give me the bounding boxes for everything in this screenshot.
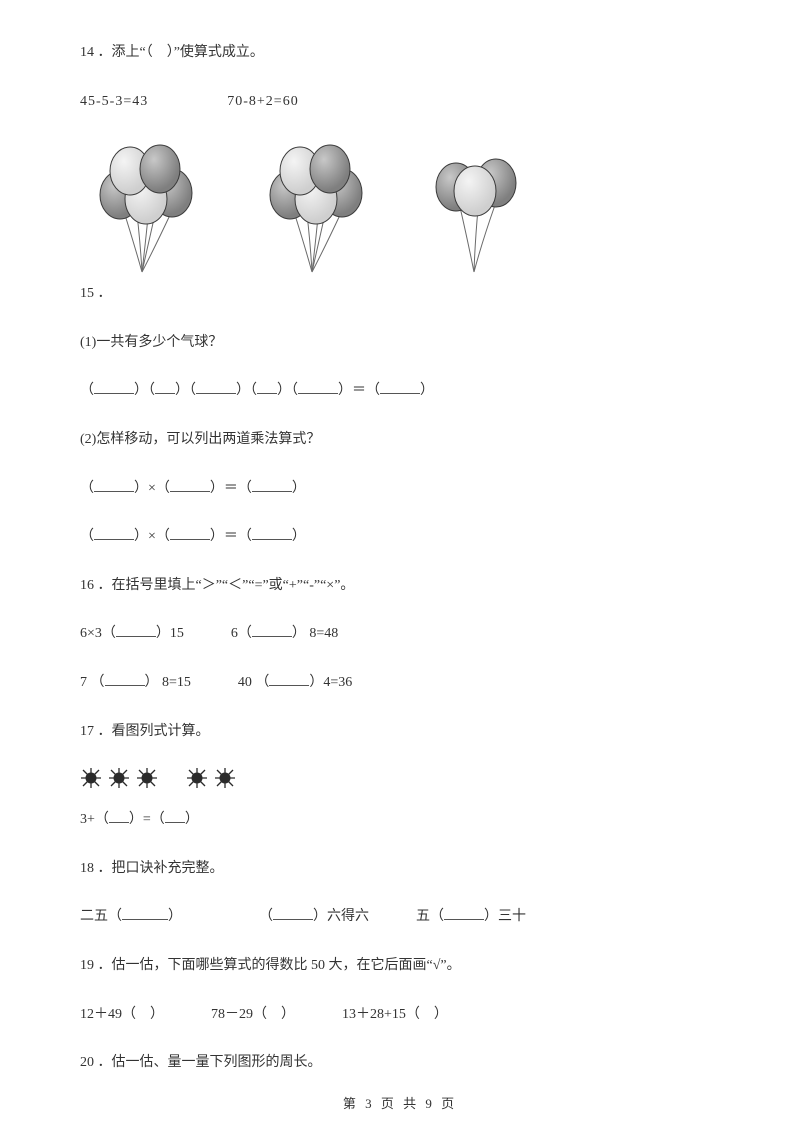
- q14-title: 14 ．添上“（ ）”使算式成立。: [80, 40, 720, 67]
- star-icon: [108, 767, 130, 789]
- q15-mult2: （）×（）＝（）: [80, 524, 720, 551]
- star-icon: [186, 767, 208, 789]
- q20-title: 20 ．估一估、量一量下列图形的周长。: [80, 1050, 720, 1077]
- q16-row2: 7 （） 8=15 40 （）4=36: [80, 670, 720, 697]
- q19-c: 13＋28+15（ ）: [342, 1007, 448, 1022]
- blank[interactable]: [94, 477, 134, 492]
- blank[interactable]: [94, 379, 134, 394]
- q17-eq: 3+（）=（）: [80, 807, 720, 834]
- blank[interactable]: [252, 477, 292, 492]
- q19-title: 19 ．估一估，下面哪些算式的得数比 50 大，在它后面画“√”。: [80, 953, 720, 980]
- blank[interactable]: [105, 671, 145, 686]
- q17-title: 17 ．看图列式计算。: [80, 719, 720, 746]
- q16-row1: 6×3（）15 6（） 8=48: [80, 621, 720, 648]
- q15-eq1: （）（）（）（）（）＝（）: [80, 378, 720, 405]
- blank[interactable]: [94, 525, 134, 540]
- star-image-row: [80, 767, 720, 789]
- q14-equations: 45-5-3=43 70-8+2=60: [80, 89, 720, 116]
- blank[interactable]: [298, 379, 338, 394]
- blank[interactable]: [170, 477, 210, 492]
- blank[interactable]: [252, 525, 292, 540]
- blank[interactable]: [444, 905, 484, 920]
- q19-b: 78－29（ ）: [211, 1007, 295, 1022]
- blank[interactable]: [155, 379, 175, 394]
- q15-sub1: (1)一共有多少个气球？: [80, 330, 720, 357]
- blank[interactable]: [196, 379, 236, 394]
- q15-sub2: (2)怎样移动，可以列出两道乘法算式？: [80, 427, 720, 454]
- star-icon: [214, 767, 236, 789]
- star-group-1: [80, 767, 158, 789]
- balloon-cluster-3: [420, 137, 530, 277]
- star-group-2: [186, 767, 236, 789]
- blank[interactable]: [122, 905, 168, 920]
- q16-title: 16 ．在括号里填上“＞”“＜”“=”或“+”“-”“×”。: [80, 573, 720, 600]
- page-footer: 第 3 页 共 9 页: [0, 1093, 800, 1112]
- q18-title: 18 ．把口诀补充完整。: [80, 856, 720, 883]
- blank[interactable]: [165, 808, 185, 823]
- blank[interactable]: [269, 671, 309, 686]
- q19-a: 12＋49（ ）: [80, 1007, 164, 1022]
- balloon-cluster-1: [80, 137, 210, 277]
- q19-row: 12＋49（ ） 78－29（ ） 13＋28+15（ ）: [80, 1002, 720, 1029]
- blank[interactable]: [380, 379, 420, 394]
- balloon-cluster-2: [250, 137, 380, 277]
- blank[interactable]: [273, 905, 313, 920]
- balloon-image-row: [80, 137, 720, 277]
- blank[interactable]: [257, 379, 277, 394]
- q14-eq2: 70-8+2=60: [227, 94, 298, 109]
- q15-title: 15 ．: [80, 281, 720, 308]
- blank[interactable]: [109, 808, 129, 823]
- star-icon: [80, 767, 102, 789]
- blank[interactable]: [116, 622, 156, 637]
- q15-mult1: （）×（）＝（）: [80, 476, 720, 503]
- q18-row: 二五（） （）六得六 五（）三十: [80, 904, 720, 931]
- blank[interactable]: [252, 622, 292, 637]
- q14-eq1: 45-5-3=43: [80, 94, 148, 109]
- blank[interactable]: [170, 525, 210, 540]
- star-icon: [136, 767, 158, 789]
